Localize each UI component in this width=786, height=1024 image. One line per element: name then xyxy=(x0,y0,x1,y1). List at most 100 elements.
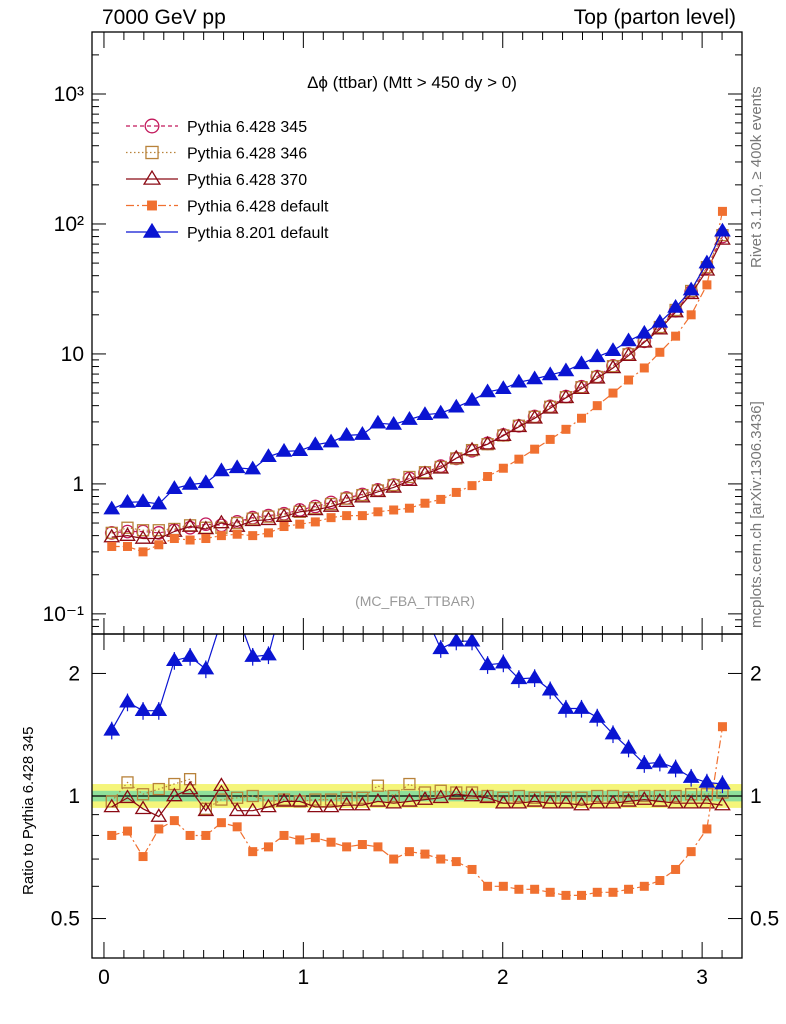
main-point-pythia-6-428-default xyxy=(702,280,712,290)
ratio-point-pythia-6-428-default xyxy=(279,830,289,840)
ratio-point-pythia-6-428-default xyxy=(530,884,540,894)
ratio-point-pythia-6-428-370 xyxy=(447,785,465,800)
main-series-group xyxy=(103,206,731,557)
main-point-pythia-6-428-346 xyxy=(105,526,118,540)
main-point-pythia-6-428-default xyxy=(467,481,477,491)
ratio-point-pythia-8-201-default xyxy=(165,652,183,666)
ratio-point-pythia-6-428-346 xyxy=(371,779,385,792)
main-point-pythia-6-428-345 xyxy=(449,451,464,466)
ratio-y-tick-label-right: 0.5 xyxy=(750,908,779,931)
main-point-pythia-6-428-346 xyxy=(403,470,416,484)
main-point-pythia-6-428-370 xyxy=(479,435,496,450)
main-point-pythia-6-428-370 xyxy=(541,399,559,414)
main-point-pythia-8-201-default xyxy=(322,433,340,448)
ratio-point-pythia-6-428-370 xyxy=(494,794,512,809)
main-point-pythia-6-428-default xyxy=(686,310,696,320)
main-series-pythia-6-428-346 xyxy=(105,229,729,540)
ratio-point-pythia-8-201-default xyxy=(181,648,199,662)
main-point-pythia-6-428-default xyxy=(561,424,571,434)
main-point-pythia-8-201-default xyxy=(667,298,684,313)
main-point-pythia-6-428-370 xyxy=(401,472,418,486)
main-point-pythia-8-201-default xyxy=(354,426,371,440)
ratio-point-pythia-6-428-346 xyxy=(528,791,541,804)
main-point-pythia-8-201-default xyxy=(401,411,418,425)
ratio-point-pythia-6-428-346 xyxy=(215,793,228,806)
ratio-point-pythia-6-428-370 xyxy=(134,800,152,815)
ratio-point-pythia-6-428-default xyxy=(248,847,258,857)
ratio-point-pythia-6-428-370 xyxy=(526,792,543,807)
ratio-point-pythia-6-428-346 xyxy=(622,791,635,804)
main-point-pythia-6-428-346 xyxy=(340,492,353,505)
ratio-point-pythia-8-201-default xyxy=(604,725,622,740)
main-point-pythia-6-428-370 xyxy=(291,503,309,518)
ratio-point-pythia-6-428-default xyxy=(326,837,336,847)
ratio-point-pythia-6-428-370 xyxy=(181,780,199,795)
ratio-point-pythia-6-428-346 xyxy=(434,784,447,797)
main-point-pythia-6-428-346 xyxy=(262,510,275,523)
main-point-pythia-6-428-default xyxy=(576,413,586,423)
main-point-pythia-6-428-345 xyxy=(308,499,323,514)
ratio-point-pythia-6-428-370 xyxy=(557,794,575,809)
legend-marker-pythia-8-201-default xyxy=(142,222,162,238)
main-point-pythia-8-201-default xyxy=(635,324,653,339)
ratio-point-pythia-6-428-370 xyxy=(604,794,622,809)
ratio-series-pythia-6-428-370 xyxy=(103,777,731,822)
ratio-point-pythia-6-428-370 xyxy=(291,792,309,807)
main-series-pythia-6-428-345 xyxy=(104,229,730,540)
main-point-pythia-6-428-370 xyxy=(103,528,121,543)
ratio-point-pythia-6-428-default xyxy=(702,824,712,834)
main-point-pythia-6-428-370 xyxy=(463,441,481,456)
main-point-pythia-8-201-default xyxy=(432,404,450,419)
ratio-line-pythia-6-428-370 xyxy=(111,784,723,818)
ratio-point-pythia-8-201-default xyxy=(119,693,136,708)
main-point-pythia-6-428-default xyxy=(201,534,211,544)
ratio-y-tick-label: 0.5 xyxy=(51,908,80,931)
header-left: 7000 GeV pp xyxy=(102,6,226,29)
ratio-point-pythia-6-428-default xyxy=(310,833,320,843)
ratio-point-pythia-6-428-370 xyxy=(369,792,387,807)
main-point-pythia-6-428-370 xyxy=(119,527,136,541)
main-point-pythia-6-428-default xyxy=(248,531,258,541)
ratio-point-pythia-6-428-default xyxy=(436,854,446,864)
ratio-point-pythia-6-428-370 xyxy=(682,794,700,809)
main-point-pythia-6-428-370 xyxy=(573,380,590,395)
ratio-point-pythia-6-428-370 xyxy=(322,798,340,813)
main-point-pythia-8-201-default xyxy=(494,380,512,395)
ratio-point-pythia-6-428-370 xyxy=(150,808,168,822)
ratio-point-pythia-6-428-default xyxy=(138,852,148,862)
main-point-pythia-6-428-default xyxy=(342,511,352,521)
ratio-point-pythia-6-428-370 xyxy=(620,792,637,807)
main-y-tick-label: 10² xyxy=(54,213,84,236)
main-line-pythia-6-428-370 xyxy=(111,239,724,540)
main-point-pythia-8-201-default xyxy=(260,448,277,463)
x-tick-label: 1 xyxy=(298,966,310,989)
ratio-point-pythia-6-428-370 xyxy=(260,798,277,813)
main-point-pythia-6-428-default xyxy=(310,517,320,527)
ratio-point-pythia-6-428-default xyxy=(201,830,211,840)
main-point-pythia-8-201-default xyxy=(573,355,590,370)
ratio-point-pythia-6-428-default xyxy=(357,840,367,850)
legend-label-pythia-8-201-default: Pythia 8.201 default xyxy=(187,225,329,242)
legend-marker-pythia-6-428-370 xyxy=(142,169,162,185)
ratio-point-pythia-6-428-370 xyxy=(588,794,606,809)
ratio-point-pythia-8-201-default xyxy=(573,700,590,714)
main-point-pythia-6-428-370 xyxy=(385,478,403,493)
main-point-pythia-6-428-default xyxy=(608,388,618,398)
ratio-point-pythia-6-428-default xyxy=(686,847,696,857)
main-point-pythia-6-428-default xyxy=(451,487,461,497)
ratio-point-pythia-6-428-370 xyxy=(635,791,653,805)
ratio-series-pythia-8-201-default xyxy=(103,634,731,794)
x-tick-label: 3 xyxy=(696,966,708,989)
main-point-pythia-6-428-default xyxy=(216,531,226,541)
main-point-pythia-6-428-345 xyxy=(104,526,119,540)
main-point-pythia-6-428-370 xyxy=(275,508,293,522)
chart-title: Δϕ (ttbar) (Mtt > 450 dy > 0) xyxy=(307,73,517,92)
ratio-point-pythia-8-201-default xyxy=(432,640,450,655)
ratio-point-pythia-6-428-346 xyxy=(685,788,698,801)
main-point-pythia-6-428-default xyxy=(185,535,195,545)
main-point-pythia-6-428-346 xyxy=(121,521,134,534)
main-point-pythia-6-428-370 xyxy=(620,347,637,361)
main-point-pythia-8-201-default xyxy=(588,348,606,363)
main-point-pythia-6-428-default xyxy=(326,513,336,523)
ratio-point-pythia-8-201-default xyxy=(134,702,152,717)
